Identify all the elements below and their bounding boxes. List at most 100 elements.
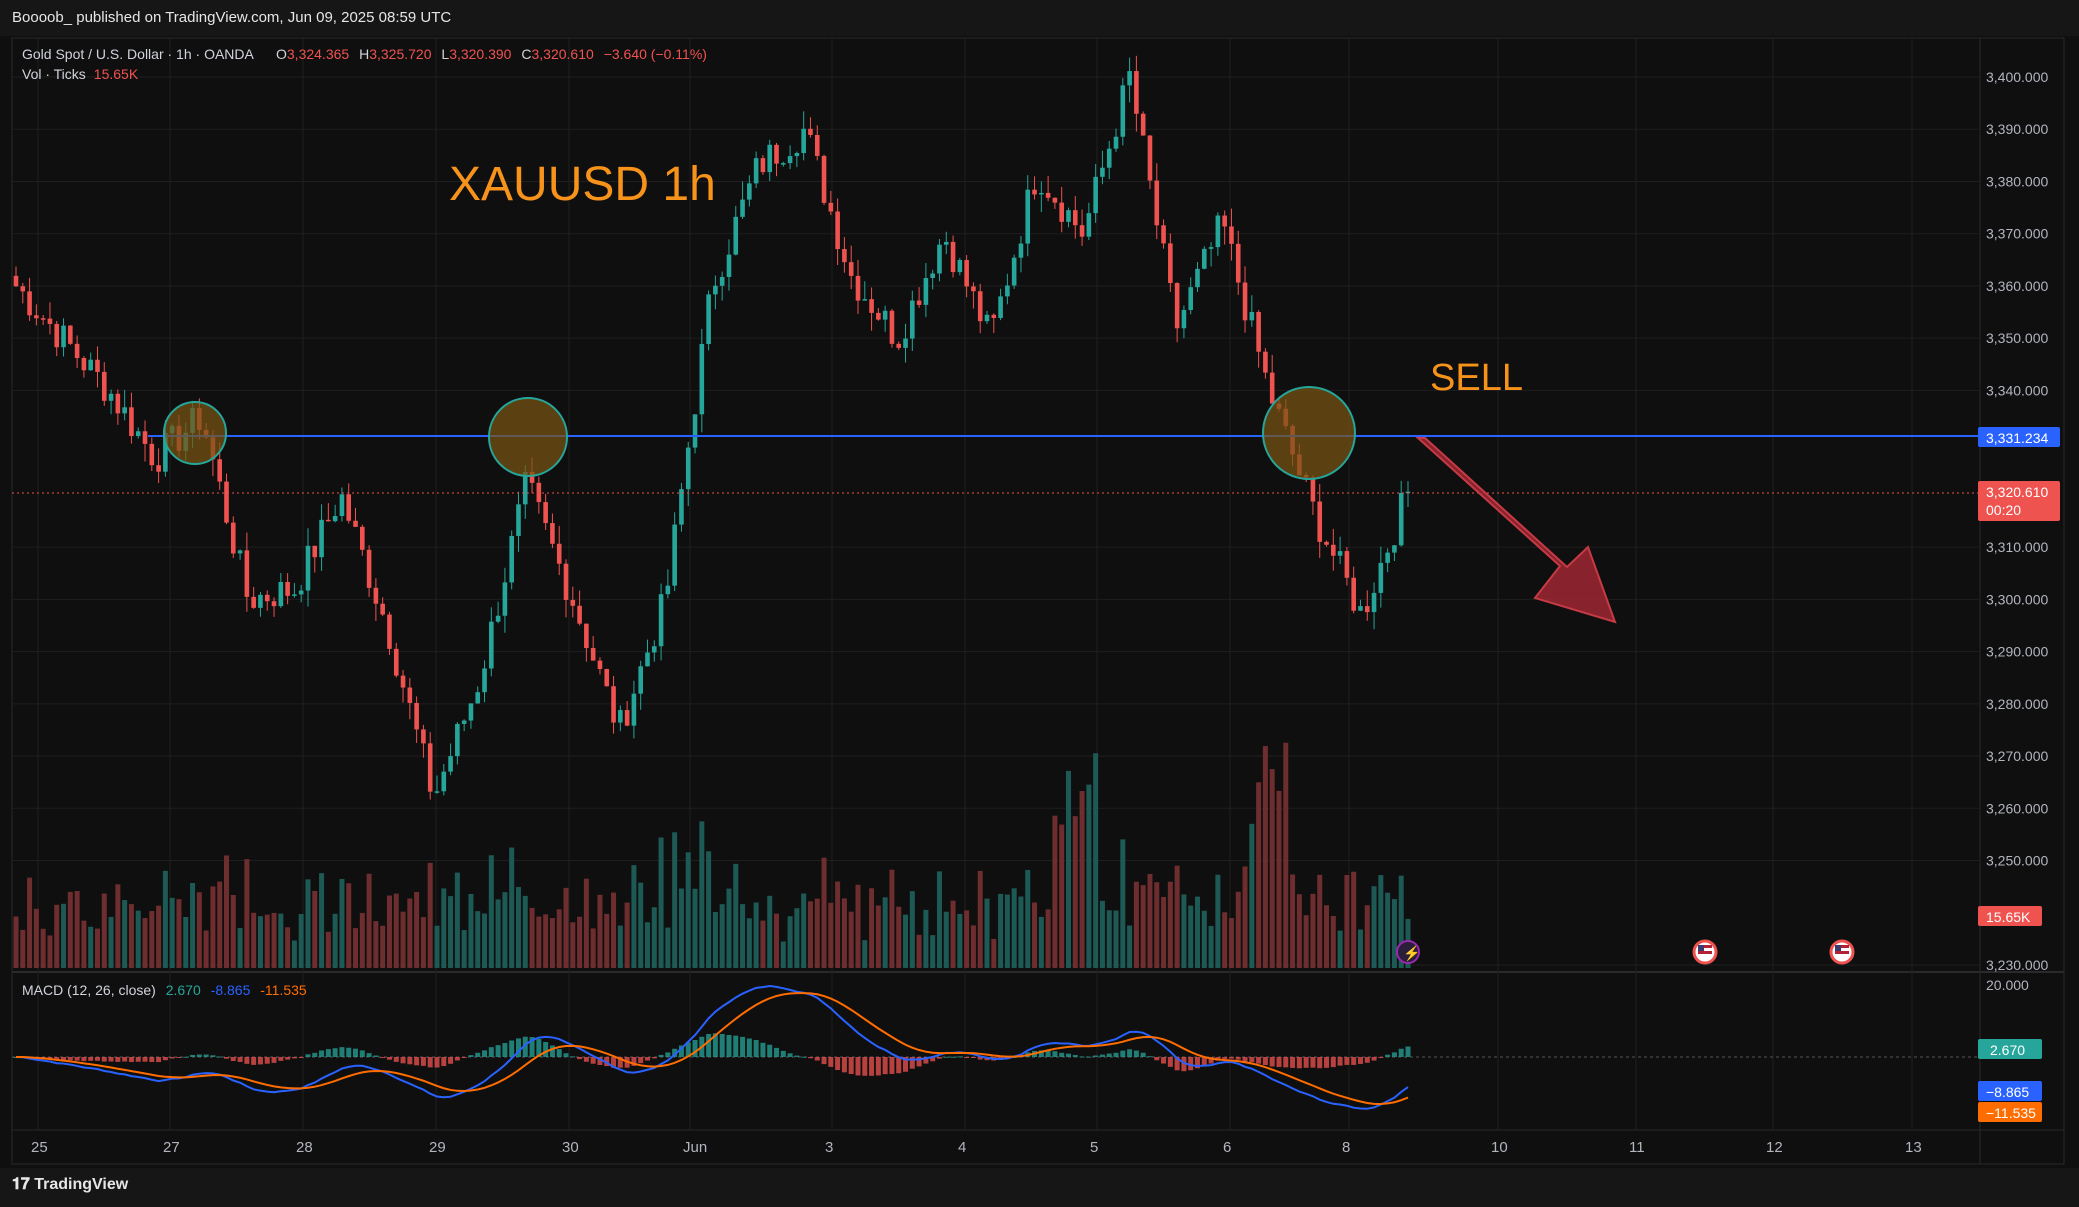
- candle-body: [726, 254, 732, 277]
- macd-hist-bar: [149, 1057, 155, 1063]
- candle-body: [1072, 210, 1078, 226]
- volume-bar: [1045, 909, 1051, 968]
- macd-hist-bar: [386, 1057, 392, 1060]
- macd-hist-bar: [1398, 1048, 1404, 1057]
- macd-hist-bar: [1195, 1057, 1201, 1069]
- macd-hist-bar: [1161, 1057, 1167, 1064]
- candle-body: [1208, 247, 1214, 249]
- macd-hist-bar: [903, 1057, 909, 1072]
- volume-bar: [108, 916, 114, 968]
- volume-bar: [821, 857, 827, 968]
- candle-body: [230, 522, 236, 554]
- volume-bar: [1256, 782, 1262, 968]
- candle-body: [108, 393, 114, 401]
- volume-bar: [943, 911, 949, 968]
- candle-body: [577, 605, 582, 624]
- level-touch-circle[interactable]: [163, 401, 227, 465]
- volume-bar: [1276, 790, 1282, 968]
- macd-hist-bar: [176, 1057, 182, 1058]
- candle-body: [529, 472, 535, 483]
- sell-arrow[interactable]: [1415, 437, 1617, 624]
- tv-mark-icon: 𝟏𝟕: [12, 1176, 35, 1193]
- volume-bar: [896, 906, 902, 968]
- price-tick-label: 3,340.000: [1986, 382, 2048, 398]
- macd-hist-bar: [1296, 1057, 1302, 1069]
- tradingview-logo[interactable]: 𝟏𝟕 TradingView: [12, 1176, 128, 1194]
- grid-lines: [12, 38, 1980, 1130]
- macd-hist-bar: [1147, 1056, 1153, 1058]
- candle-body: [570, 599, 576, 606]
- macd-hist-bar: [760, 1042, 766, 1057]
- volume-bar: [774, 913, 780, 968]
- candle-body: [1093, 176, 1098, 214]
- candle-body: [706, 294, 711, 345]
- volume-bar: [244, 859, 250, 968]
- volume-bar: [577, 916, 583, 968]
- volume-bar: [801, 893, 807, 968]
- candle-body: [278, 581, 284, 607]
- macd-hist-bar: [807, 1057, 813, 1059]
- volume-bar: [40, 928, 46, 968]
- macd-hist-bar: [916, 1057, 922, 1067]
- volume-bar: [923, 909, 929, 968]
- candle-body: [699, 344, 705, 415]
- us-flag-event-icon[interactable]: [1692, 939, 1718, 965]
- macd-hist-bar: [543, 1041, 549, 1057]
- volume-bar: [692, 888, 698, 968]
- candle-body: [1161, 225, 1166, 244]
- volume-bar: [1364, 905, 1370, 968]
- macd-hist-bar: [678, 1045, 684, 1057]
- volume-tag: [1978, 906, 2042, 926]
- macd-hist-bar: [1154, 1057, 1160, 1061]
- level-touch-circle[interactable]: [1262, 386, 1356, 480]
- macd-hist-bar: [101, 1057, 107, 1062]
- volume-bar: [47, 935, 53, 968]
- candle-body: [903, 338, 908, 348]
- candle-body: [1229, 226, 1234, 244]
- time-tick-label: 30: [562, 1139, 579, 1156]
- volume-bar: [1079, 791, 1085, 968]
- level-touch-circle[interactable]: [488, 397, 568, 477]
- volume-bar: [515, 887, 521, 968]
- price-axis[interactable]: 3,400.000 3,390.000 3,380.000 3,370.000 3,36…: [1986, 69, 2048, 973]
- candle-body: [862, 299, 868, 301]
- price-tick-label: 3,370.000: [1986, 226, 2048, 242]
- us-flag-event-icon[interactable]: [1829, 939, 1855, 965]
- time-axis[interactable]: 25 27 28 29 30 Jun 3 4 5 6 8 10 11 12 13: [31, 1139, 1922, 1156]
- macd-hist-bar: [305, 1054, 311, 1057]
- macd-hist-bar: [278, 1057, 284, 1061]
- candle-body: [1378, 562, 1384, 593]
- candle-body: [713, 285, 718, 295]
- candle-body: [1059, 202, 1064, 222]
- candle-body: [475, 692, 481, 704]
- sell-annotation[interactable]: SELL: [1430, 357, 1523, 399]
- volume-bar: [706, 851, 712, 968]
- volume-bar: [1195, 896, 1201, 968]
- volume-bar: [1032, 902, 1038, 968]
- candle-body: [366, 549, 372, 588]
- macd-hist-bar: [821, 1057, 827, 1065]
- candle-body: [271, 601, 277, 607]
- candle-body: [1168, 243, 1173, 284]
- candle-body: [984, 314, 990, 322]
- time-tick-label: 27: [163, 1139, 180, 1156]
- volume-bar: [1120, 839, 1126, 968]
- macd-hist-bar: [359, 1050, 365, 1057]
- macd-hist-bar: [115, 1057, 121, 1062]
- chart-title-annotation[interactable]: XAUUSD 1h: [449, 158, 716, 211]
- volume-bar: [475, 911, 481, 968]
- volume-bar: [509, 847, 515, 968]
- candle-body: [224, 481, 229, 523]
- volume-bar: [570, 922, 576, 968]
- macd-hist-bar: [203, 1054, 209, 1057]
- macd-axis-top: 20.000: [1986, 977, 2029, 993]
- candle-body: [13, 275, 19, 287]
- lightning-event-icon[interactable]: ⚡: [1396, 940, 1420, 964]
- symbol-label: Gold Spot / U.S. Dollar · 1h · OANDA: [22, 46, 255, 62]
- volume-bar: [746, 918, 752, 968]
- volume-bar: [1052, 815, 1058, 968]
- macd-hist-bar: [122, 1057, 128, 1062]
- macd-hist-bar: [332, 1048, 338, 1057]
- candle-body: [767, 144, 773, 173]
